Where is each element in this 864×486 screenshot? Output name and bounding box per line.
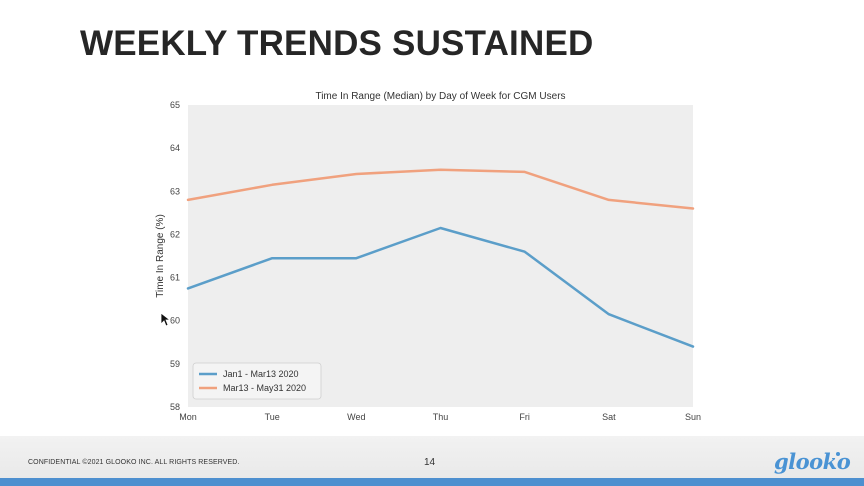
series-lines <box>186 168 695 348</box>
y-tick-label: 62 <box>170 229 180 239</box>
y-tick-label: 60 <box>170 316 180 326</box>
chart-title: Time In Range (Median) by Day of Week fo… <box>315 91 565 102</box>
y-axis-label: Time In Range (%) <box>155 214 166 298</box>
logo-mark <box>836 452 840 456</box>
mouse-pointer-icon <box>160 312 172 327</box>
chart-svg: Time In Range (Median) by Day of Week fo… <box>155 91 701 422</box>
slide-title: WEEKLY TRENDS SUSTAINED <box>80 24 594 63</box>
x-tick-label: Fri <box>519 412 530 422</box>
y-tick-label: 58 <box>170 402 180 412</box>
y-tick-label: 61 <box>170 273 180 283</box>
y-tick-label: 63 <box>170 186 180 196</box>
y-tick-label: 65 <box>170 100 180 110</box>
plot-area <box>188 105 693 407</box>
x-tick-label: Sun <box>685 412 701 422</box>
x-tick-label: Sat <box>602 412 616 422</box>
legend-label: Jan1 - Mar13 2020 <box>223 369 299 379</box>
series-line <box>186 168 695 210</box>
legend-label: Mar13 - May31 2020 <box>223 383 306 393</box>
y-axis-ticks: 58 59 60 61 62 63 64 65 <box>170 100 180 412</box>
page-number: 14 <box>424 457 436 468</box>
y-tick-label: 64 <box>170 143 180 153</box>
x-tick-label: Thu <box>433 412 449 422</box>
series-line <box>186 226 695 348</box>
line-chart: Time In Range (Median) by Day of Week fo… <box>150 84 710 434</box>
footer-rule <box>0 478 864 486</box>
legend-box <box>192 362 322 400</box>
x-tick-label: Tue <box>265 412 280 422</box>
x-tick-label: Mon <box>179 412 197 422</box>
footer-band <box>0 436 864 478</box>
x-tick-label: Wed <box>347 412 365 422</box>
y-tick-label: 59 <box>170 359 180 369</box>
legend: Jan1 - Mar13 2020 Mar13 - May31 2020 <box>192 362 322 400</box>
footer-confidential: CONFIDENTIAL ©2021 GLOOKO INC. ALL RIGHT… <box>28 459 240 466</box>
x-axis-ticks: Mon Tue Wed Thu Fri Sat Sun <box>179 412 701 422</box>
